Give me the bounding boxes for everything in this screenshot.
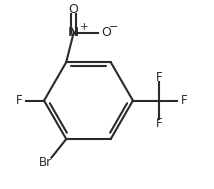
Text: F: F [156,117,162,130]
Text: N: N [68,26,79,39]
Text: O: O [69,3,79,16]
Text: F: F [181,94,187,107]
Text: O: O [102,26,111,39]
Text: F: F [156,71,162,84]
Text: Br: Br [39,156,52,169]
Text: +: + [80,22,88,32]
Text: F: F [16,94,23,107]
Text: −: − [109,22,118,32]
